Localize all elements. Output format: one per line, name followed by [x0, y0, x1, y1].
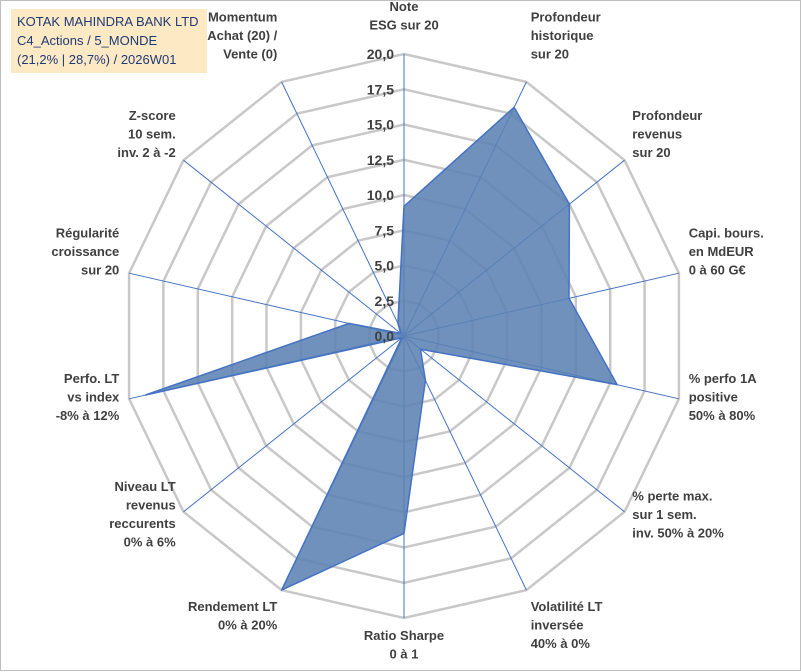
axis-label-line: 0% à 6% [124, 535, 176, 550]
axis-label-line: Vente (0) [223, 46, 277, 61]
axis-label: Momentum Achat (20) / Vente (0) [207, 9, 277, 61]
title-period: (21,2% | 28,7%) / 2026W01 [17, 52, 177, 67]
tick-label: 15,0 [367, 117, 394, 133]
axis-label-line: Achat (20) / [207, 28, 277, 43]
axis-label-line: Profondeur [632, 108, 702, 123]
axis-label-line: sur 20 [531, 46, 569, 61]
axis-label: % perte max. sur 1 sem. inv. 50% à 20% [632, 488, 724, 540]
axis-label: Volatilité LT inversée 40% à 0% [531, 599, 603, 651]
title-company: KOTAK MAHINDRA BANK LTD [17, 14, 199, 29]
axis-label-line: 0% à 20% [218, 618, 278, 633]
axis-label-line: Z-score [129, 108, 176, 123]
tick-label: 17,5 [367, 81, 394, 97]
axis-label-line: sur 20 [81, 262, 119, 277]
axis-label-line: inv. 2 à -2 [117, 145, 175, 160]
axis-label-line: Note [390, 1, 419, 14]
axis-label: Ratio Sharpe 0 à 1 [364, 628, 444, 662]
tick-label: 10,0 [367, 187, 394, 203]
axis-label-line: positive [689, 390, 738, 405]
axis-label-line: Volatilité LT [531, 599, 603, 614]
axis-label-line: revenus [632, 127, 682, 142]
axis-label-line: -8% à 12% [56, 408, 120, 423]
tick-label: 7,5 [375, 222, 395, 238]
axis-label-line: Profondeur [531, 9, 601, 24]
axis-label-line: % perte max. [632, 488, 712, 503]
axis-spoke [281, 81, 405, 337]
axis-label: % perfo 1A positive 50% à 80% [689, 371, 758, 423]
tick-label: 0,0 [375, 328, 395, 344]
axis-label-line: Ratio Sharpe [364, 628, 444, 643]
axis-label-line: 50% à 80% [689, 408, 756, 423]
tick-label: 5,0 [375, 258, 395, 274]
axis-label-line: Momentum [208, 9, 277, 24]
axis-label-line: Niveau LT [115, 479, 176, 494]
axis-label-line: Rendement LT [188, 599, 277, 614]
axis-label-line: 0 à 60 G€ [689, 262, 746, 277]
axis-label: Note ESG sur 20 [369, 1, 438, 33]
axis-label: Régularité croissance sur 20 [51, 225, 119, 277]
axis-label-line: ESG sur 20 [369, 18, 438, 33]
axis-label-line: en MdEUR [689, 244, 755, 259]
axis-label-line: revenus [126, 498, 176, 513]
axis-label: Profondeur revenus sur 20 [632, 108, 702, 160]
axis-spoke [183, 335, 405, 513]
axis-label-line: Régularité [56, 225, 120, 240]
axis-label-line: Perfo. LT [64, 371, 119, 386]
title-category: C4_Actions / 5_MONDE [17, 33, 158, 48]
axis-label: Perfo. LT vs index -8% à 12% [56, 371, 120, 423]
axis-label-line: 0 à 1 [390, 647, 419, 662]
axis-label-line: historique [531, 28, 594, 43]
axis-label: Niveau LT revenus reccurents 0% à 6% [109, 479, 176, 549]
axis-label-line: reccurents [109, 516, 175, 531]
axis-label-line: sur 20 [632, 145, 670, 160]
chart-title-box: KOTAK MAHINDRA BANK LTD C4_Actions / 5_M… [11, 9, 207, 73]
axis-label-line: sur 1 sem. [632, 507, 696, 522]
axis-label-line: vs index [67, 390, 120, 405]
data-series-area [144, 106, 618, 591]
axis-label-line: % perfo 1A [689, 371, 758, 386]
axis-label: Z-score 10 sem. inv. 2 à -2 [117, 108, 175, 160]
axis-label: Rendement LT 0% à 20% [188, 599, 278, 633]
tick-label: 2,5 [375, 293, 395, 309]
axis-label-line: inversée [531, 618, 584, 633]
axis-label-line: croissance [51, 244, 119, 259]
axis-label-line: 10 sem. [128, 127, 176, 142]
axis-spoke [403, 335, 625, 513]
tick-label: 12,5 [367, 152, 394, 168]
axis-label: Capi. bours. en MdEUR 0 à 60 G€ [689, 225, 764, 277]
axis-spoke [183, 159, 405, 337]
axis-label-line: inv. 50% à 20% [632, 525, 724, 540]
tick-label: 20,0 [367, 46, 394, 62]
axis-label: Profondeur historique sur 20 [531, 9, 601, 61]
axis-label-line: Capi. bours. [689, 225, 764, 240]
axis-label-line: 40% à 0% [531, 636, 591, 651]
